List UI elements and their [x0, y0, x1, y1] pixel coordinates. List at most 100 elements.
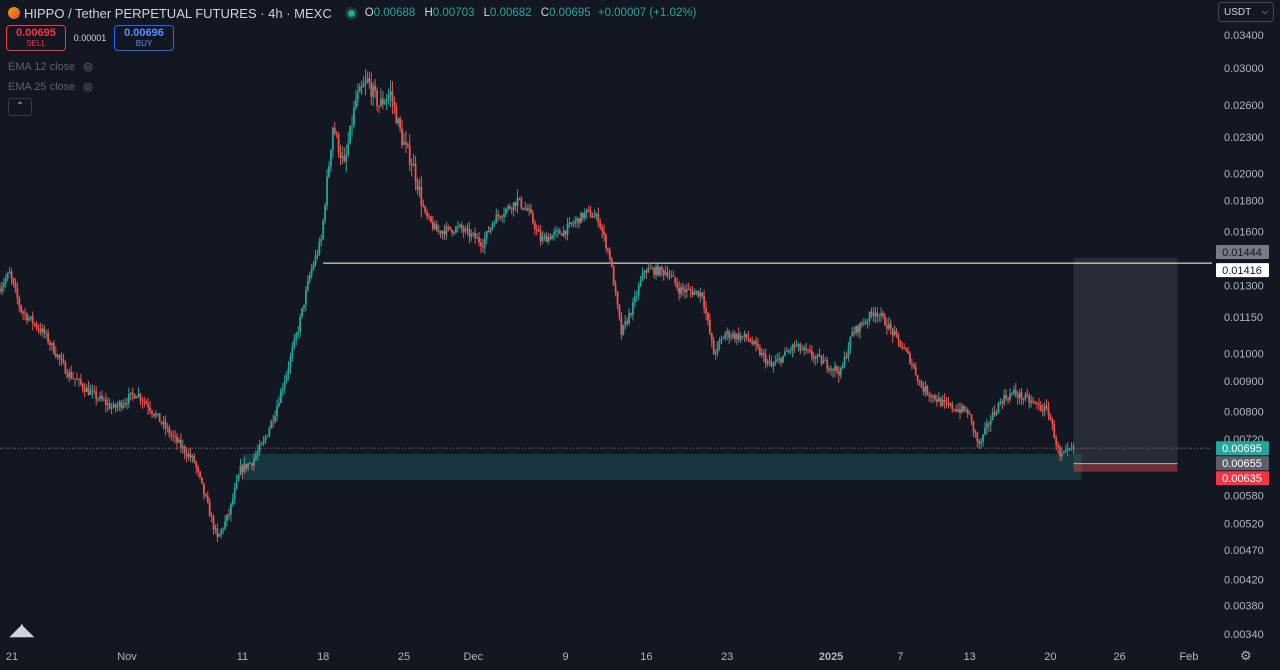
symbol-title[interactable]: HIPPO / Tether PERPETUAL FUTURES · 4h · …: [24, 5, 332, 21]
eye-hidden-icon[interactable]: ◎: [83, 61, 93, 73]
candle-body: [362, 84, 365, 87]
candle-body: [4, 278, 7, 284]
y-tick-label: 0.03400: [1224, 30, 1264, 42]
candle-body: [1049, 415, 1052, 420]
candle-body: [685, 288, 688, 293]
candle-body: [530, 208, 532, 214]
candle-body: [828, 368, 831, 371]
candle-body: [210, 516, 213, 518]
candle-body: [274, 415, 277, 422]
candle-body: [131, 392, 134, 395]
tradingview-logo-icon[interactable]: ◢◣: [10, 622, 34, 639]
y-tick-label: 0.02300: [1224, 132, 1264, 144]
candle-body: [356, 92, 359, 100]
candle-body: [651, 268, 654, 270]
candle-body: [439, 230, 442, 234]
buy-button[interactable]: 0.00696 BUY: [114, 25, 174, 51]
y-tick-label: 0.00900: [1224, 376, 1264, 388]
candle-body: [453, 232, 455, 234]
candle-body: [137, 393, 140, 397]
candle-body: [399, 118, 402, 129]
ohlc-open-label: O: [364, 7, 374, 19]
candle-body: [231, 499, 234, 504]
candle-body: [79, 379, 82, 384]
candle-body: [433, 224, 436, 229]
candle-body: [181, 446, 184, 448]
candle-body: [203, 483, 205, 495]
candle-body: [903, 348, 906, 350]
candle-body: [626, 321, 629, 324]
collapse-indicators-button[interactable]: ⌃: [8, 98, 32, 116]
candle-body: [880, 313, 883, 316]
candle-body: [218, 534, 221, 537]
candle-body: [187, 453, 190, 457]
currency-select[interactable]: USDT ⌵: [1218, 2, 1274, 22]
sell-button[interactable]: 0.00695 SELL: [6, 25, 66, 51]
candle-body: [81, 383, 84, 389]
candle-body: [1032, 401, 1034, 402]
candle-body: [1018, 392, 1021, 398]
candle-body: [672, 275, 675, 278]
candle-body: [272, 420, 275, 422]
candle-body: [774, 361, 777, 365]
ohlc-close: 0.00695: [549, 7, 591, 19]
x-tick-label: 13: [963, 651, 975, 663]
candle-body: [689, 289, 692, 292]
candle-body: [628, 313, 630, 324]
candle-body: [54, 353, 57, 357]
candle-body: [289, 356, 292, 368]
candle-body: [922, 387, 925, 392]
candle-body: [212, 516, 215, 530]
candle-body: [168, 427, 171, 435]
candle-body: [353, 107, 355, 126]
candle-body: [304, 290, 307, 305]
candle-body: [899, 340, 902, 347]
candle-body: [1037, 403, 1040, 406]
candle-body: [809, 350, 811, 352]
ohlc-high-label: H: [424, 7, 433, 19]
candle-body: [705, 307, 707, 314]
candle-body: [364, 81, 367, 85]
candle-body: [358, 86, 361, 93]
candle-body: [147, 404, 150, 408]
indicator-ema-12[interactable]: EMA 12 close ◎: [8, 60, 93, 74]
candle-body: [314, 255, 317, 265]
candle-body: [318, 241, 321, 254]
candle-body: [889, 323, 892, 329]
candle-body: [322, 219, 325, 239]
candle-body: [51, 343, 53, 345]
candle-body: [708, 320, 711, 334]
eye-hidden-icon[interactable]: ◎: [83, 81, 93, 93]
candle-body: [431, 221, 434, 229]
candle-body: [812, 356, 815, 359]
candle-body: [389, 91, 392, 96]
candle-body: [451, 229, 453, 233]
candle-body: [22, 312, 24, 314]
candle-body: [887, 323, 890, 329]
candle-body: [449, 226, 452, 230]
candle-body: [764, 354, 767, 364]
indicator-label: EMA 12 close: [8, 60, 76, 73]
candle-body: [408, 146, 411, 165]
candle-body: [197, 467, 200, 472]
candle-body: [658, 266, 661, 276]
candle-body: [1036, 402, 1038, 404]
candle-body: [999, 401, 1002, 404]
candle-body: [343, 156, 346, 162]
candle-body: [739, 335, 742, 340]
market-open-icon: [347, 9, 355, 17]
candle-body: [37, 327, 40, 330]
candle-body: [620, 317, 623, 335]
candle-body: [997, 403, 1000, 414]
candle-body: [478, 237, 480, 243]
chevron-up-icon: ⌃: [15, 101, 25, 112]
candle-body: [124, 403, 126, 405]
candle-body: [803, 347, 806, 350]
candle-body: [45, 332, 48, 334]
indicator-ema-25[interactable]: EMA 25 close ◎: [8, 80, 93, 94]
gear-icon[interactable]: ⚙: [1240, 648, 1252, 663]
candle-body: [524, 208, 527, 210]
candle-body: [141, 400, 144, 402]
